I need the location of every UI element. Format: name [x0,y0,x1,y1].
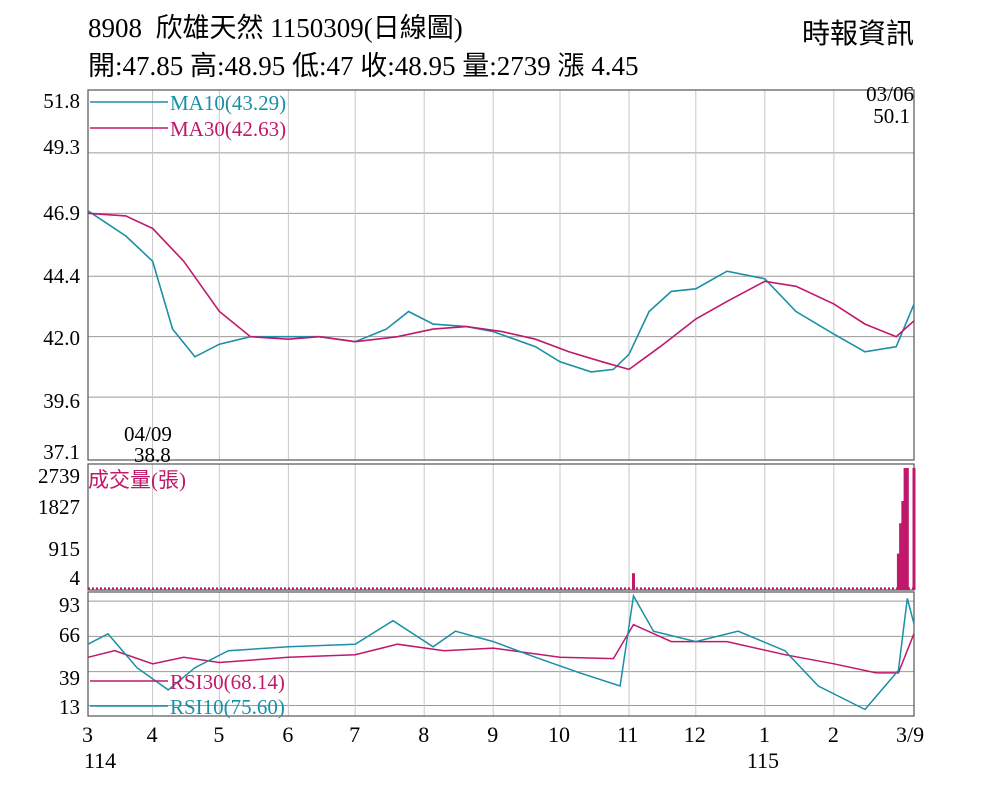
grid-lines [87,89,915,716]
price-tick-label: 37.1 [43,440,80,464]
volume-bar [631,573,635,590]
ma10-line [87,210,915,373]
volume-bar [905,468,909,590]
year-label: 115 [746,748,780,773]
volume-bar [896,553,900,590]
rsi-lines [87,593,915,711]
volume-title: 成交量(張) [88,468,186,492]
volume-tick-label: 4 [69,566,81,590]
volume-bar [903,468,907,590]
x-tick-label: 1 [758,722,770,747]
price-panel [87,89,915,461]
legend-rsi30-label: RSI30(68.14) [170,670,285,694]
ma30-line [87,212,915,371]
price-tick-label: 51.8 [43,89,80,113]
rsi-tick-label: 93 [59,593,80,617]
low-date-label: 04/09 [124,422,172,446]
x-tick-label: 7 [349,722,361,747]
x-tick-label: 6 [282,722,294,747]
price-tick-label: 42.0 [43,326,80,350]
high-date-label: 03/06 [866,82,914,106]
price-tick-label: 44.4 [43,264,80,288]
moving-average-lines [87,210,915,373]
volume-tick-label: 1827 [38,495,80,519]
x-tick-label: 4 [146,722,158,747]
chart-title: 8908 欣雄天然 1150309(日線圖) [88,13,463,43]
rsi-panel [87,591,915,717]
year-label: 114 [84,748,117,773]
high-value-label: 50.1 [873,104,910,128]
rsi10-line [87,593,915,711]
rsi-tick-label: 66 [59,623,80,647]
volume-panel [87,463,915,591]
x-tick-label: 5 [213,722,225,747]
legend: MA10(43.29) MA30(42.63) 成交量(張) RSI30(68.… [88,91,286,719]
x-tick-label: 10 [548,722,570,747]
legend-ma30-label: MA30(42.63) [170,117,286,141]
volume-bar [901,500,905,590]
rsi30-line [87,623,915,674]
volume-bar [899,523,903,590]
volume-tick-label: 2739 [38,464,80,488]
source-label: 時報資訊 [801,19,914,50]
x-tick-label: 12 [683,722,706,747]
price-tick-label: 46.9 [43,201,80,225]
price-summary: 開:47.85 高:48.95 低:47 收:48.95 量:2739 漲 4.… [88,51,639,81]
price-tick-label: 49.3 [43,135,80,159]
rsi-tick-label: 39 [59,666,80,690]
volume-tick-label: 915 [48,537,81,561]
price-tick-label: 39.6 [43,389,80,413]
legend-ma10-label: MA10(43.29) [170,91,286,115]
volume-bars [88,468,916,590]
x-tick-label: 11 [617,722,639,747]
x-tick-label: 8 [418,722,430,747]
x-tick-label: 3/9 [896,722,925,747]
x-tick-label: 9 [487,722,499,747]
volume-bar [912,468,916,590]
x-tick-label: 3 [82,722,93,747]
rsi-tick-label: 13 [59,695,80,719]
panel-frames [87,89,915,717]
legend-rsi10-label: RSI10(75.60) [170,695,285,719]
low-value-label: 38.8 [134,443,171,467]
x-tick-label: 2 [827,722,839,747]
